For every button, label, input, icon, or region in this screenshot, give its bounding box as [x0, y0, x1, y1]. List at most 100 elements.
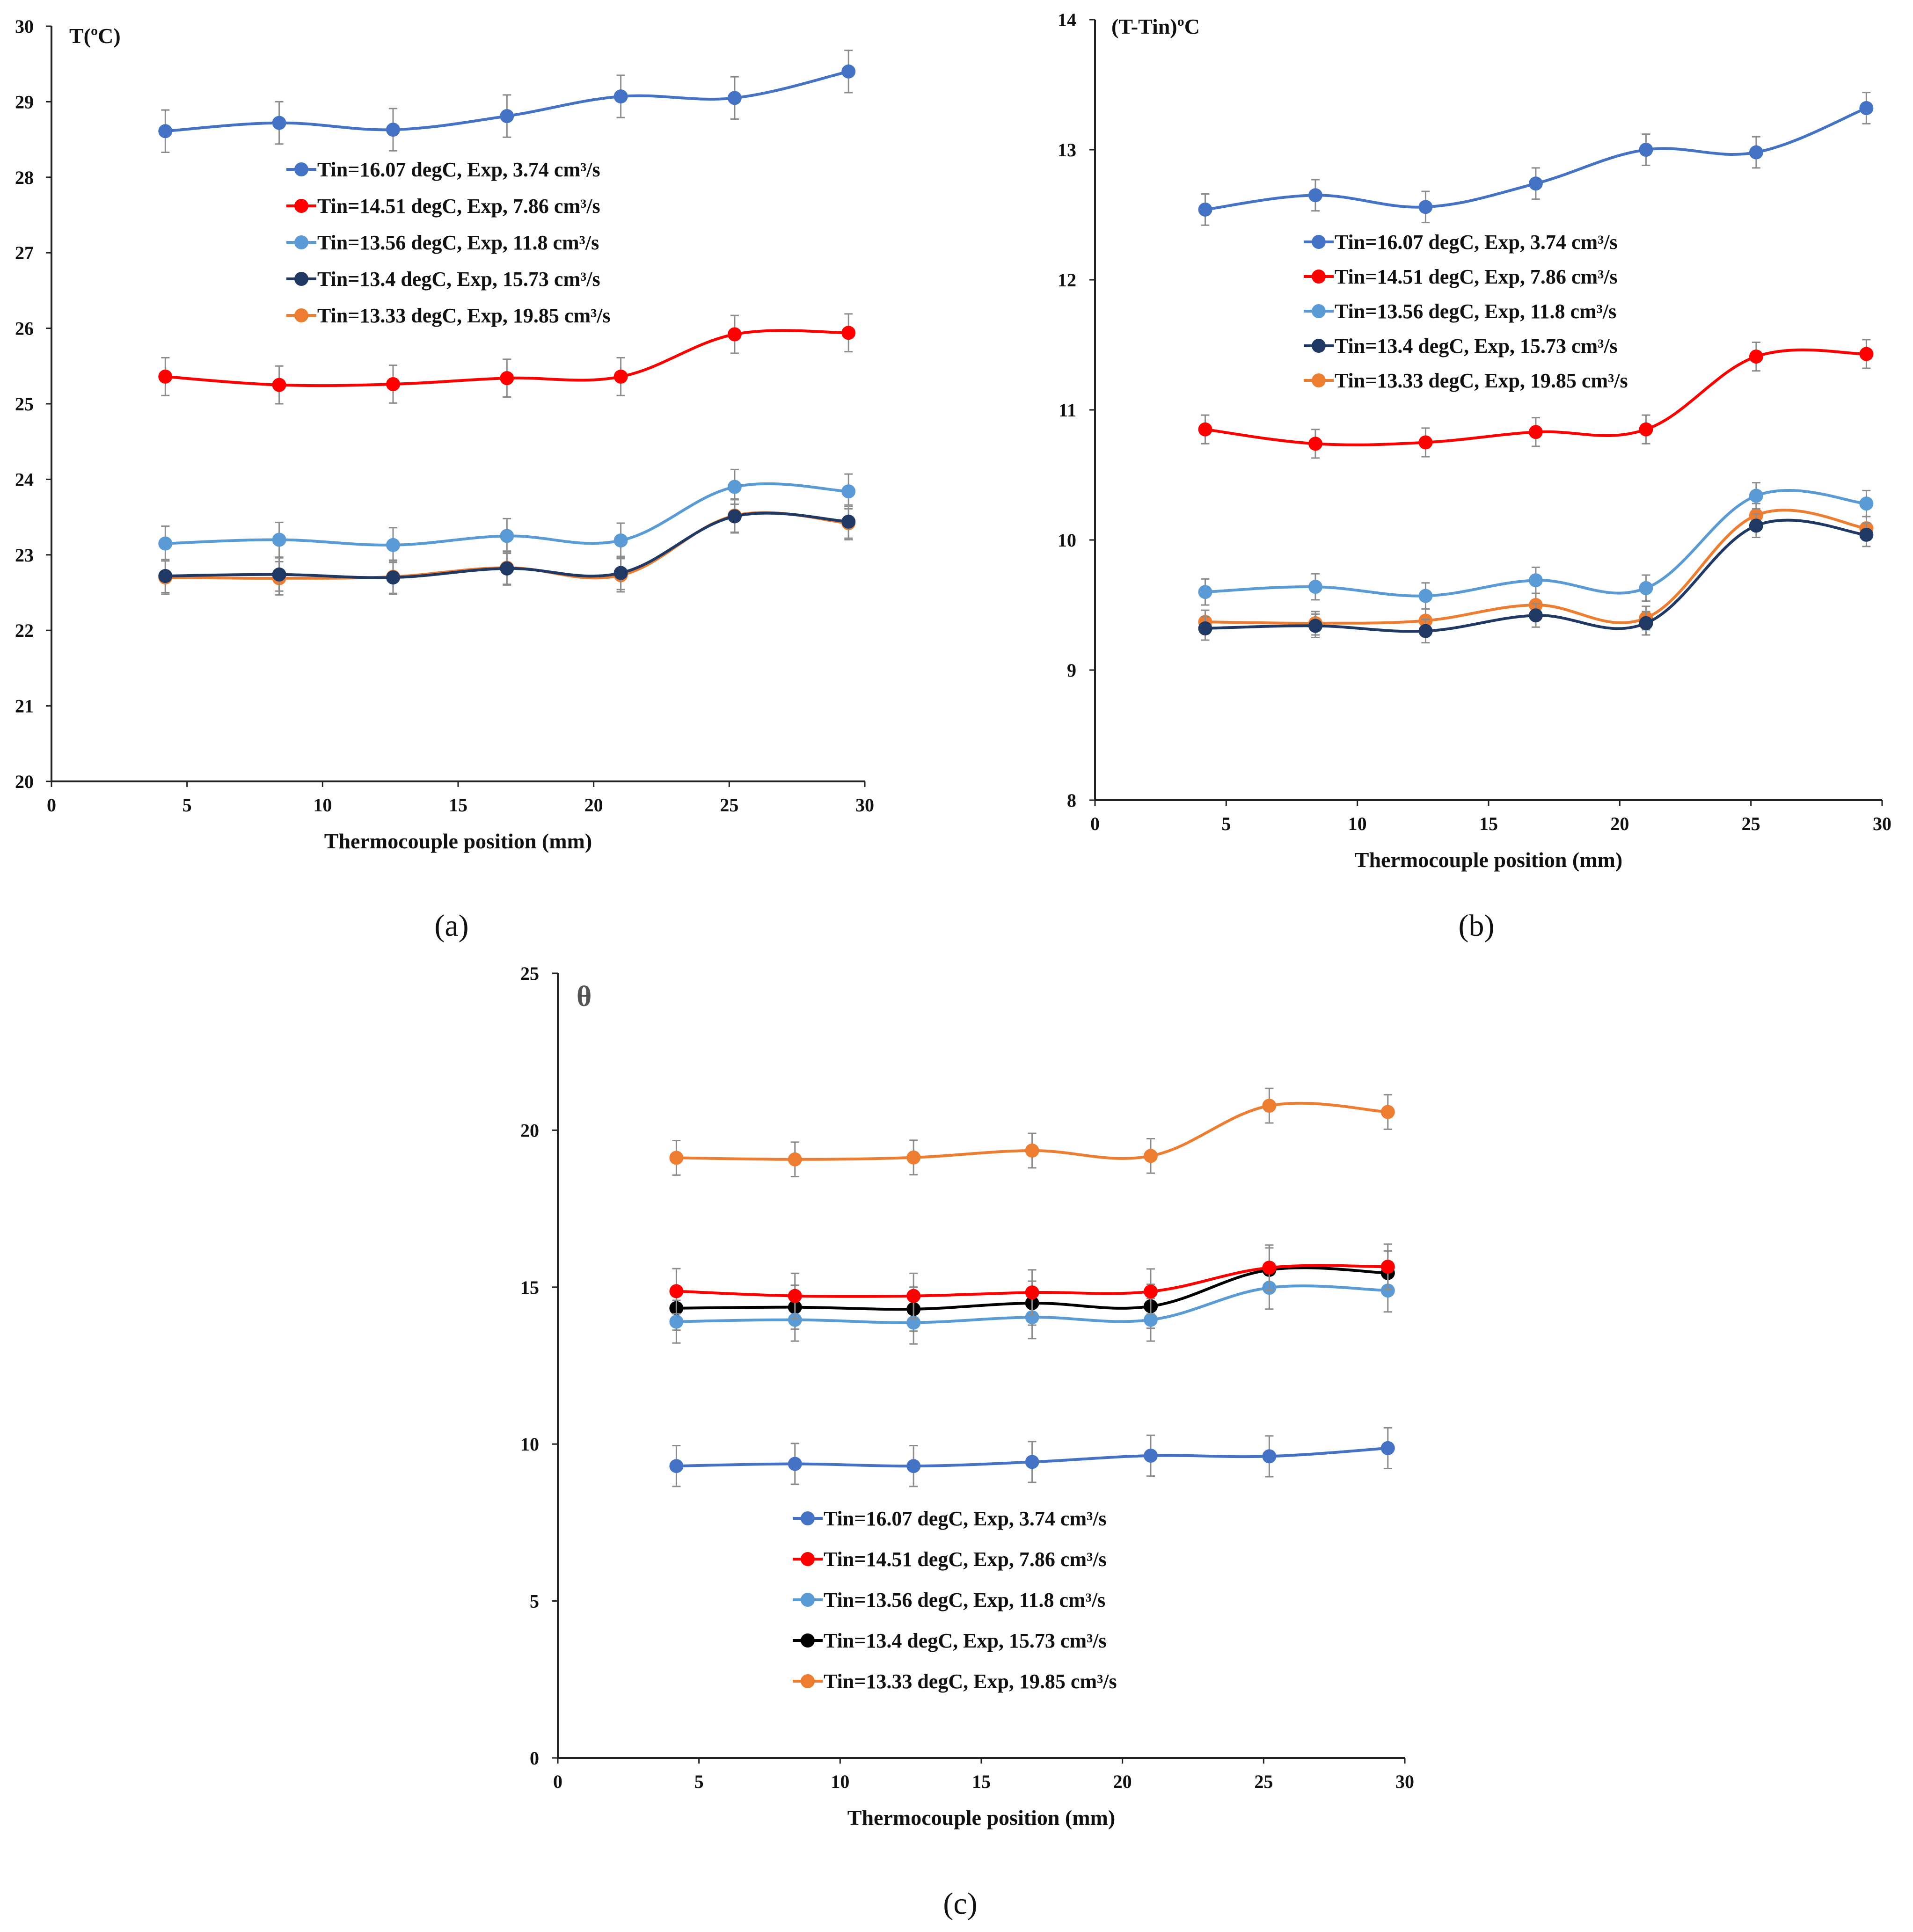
data-point [1262, 1261, 1277, 1275]
data-point [1418, 435, 1433, 450]
data-point [1749, 488, 1763, 503]
data-point [500, 371, 514, 386]
data-point [1144, 1284, 1158, 1299]
data-point [1859, 101, 1874, 115]
y-tick-label: 11 [1059, 400, 1076, 421]
legend-label: Tin=13.33 degC, Exp, 19.85 cm³/s [824, 1670, 1117, 1693]
x-tick-label: 10 [831, 1771, 849, 1792]
series-3 [1198, 482, 1874, 610]
x-tick-label: 0 [553, 1771, 562, 1792]
x-tick-label: 5 [1221, 813, 1231, 834]
x-tick-label: 10 [1348, 813, 1367, 834]
legend-swatch-marker [294, 235, 308, 249]
y-tick-label: 21 [15, 696, 34, 717]
legend-item: Tin=13.56 degC, Exp, 11.8 cm³/s [793, 1589, 1105, 1611]
legend-item: Tin=14.51 degC, Exp, 7.86 cm³/s [286, 195, 600, 218]
data-point [906, 1289, 921, 1303]
y-tick-label: 14 [1058, 9, 1076, 30]
legend-swatch-marker [294, 199, 308, 213]
panel-label: (a) [434, 909, 468, 943]
x-axis-label: Thermocouple position (mm) [324, 829, 592, 853]
data-point [1749, 145, 1763, 160]
y-tick-label: 0 [530, 1748, 539, 1769]
data-point [1380, 1260, 1395, 1274]
data-point [1639, 581, 1653, 595]
data-point [386, 377, 400, 391]
x-tick-label: 25 [1254, 1771, 1273, 1792]
y-tick-label: 20 [520, 1120, 539, 1141]
y-tick-label: 25 [15, 394, 34, 415]
data-point [613, 369, 628, 384]
y-tick-label: 26 [15, 318, 34, 339]
y-tick-label: 5 [530, 1591, 539, 1612]
legend-item: Tin=13.4 degC, Exp, 15.73 cm³/s [1304, 335, 1618, 357]
data-point [272, 116, 286, 130]
data-point [727, 480, 742, 494]
chart-panel-b: 8 9 10 11 12 13 14 0 5 10 15 20 25 30 (T-Tin)ºC Thermoc… [1058, 9, 1891, 943]
x-tick-label: 15 [972, 1771, 991, 1792]
y-tick-label: 25 [520, 963, 539, 984]
legend-item: Tin=14.51 degC, Exp, 7.86 cm³/s [793, 1548, 1107, 1571]
data-point [1198, 585, 1212, 599]
legend: Tin=16.07 degC, Exp, 3.74 cm³/s Tin=14.51… [1304, 231, 1628, 392]
data-point [613, 533, 628, 548]
x-tick-label: 30 [1395, 1771, 1414, 1792]
panel-label: (b) [1459, 909, 1495, 943]
data-point [1262, 1099, 1277, 1113]
x-tick-label: 25 [1742, 813, 1760, 834]
data-point [1025, 1310, 1039, 1325]
legend-item: Tin=16.07 degC, Exp, 3.74 cm³/s [286, 158, 600, 181]
legend-item: Tin=14.51 degC, Exp, 7.86 cm³/s [1304, 265, 1618, 288]
legend: Tin=16.07 degC, Exp, 3.74 cm³/s Tin=14.51… [286, 158, 611, 327]
data-point [1144, 1449, 1158, 1463]
data-point [841, 64, 856, 79]
x-axis-label: Thermocouple position (mm) [1355, 848, 1622, 872]
legend-label: Tin=16.07 degC, Exp, 3.74 cm³/s [317, 158, 600, 181]
data-point [272, 567, 286, 582]
y-tick-label: 24 [15, 469, 34, 490]
data-point [1380, 1441, 1395, 1455]
data-point [669, 1314, 684, 1329]
y-tick-label: 13 [1058, 139, 1076, 160]
data-point [788, 1289, 802, 1303]
data-point [788, 1152, 802, 1166]
data-point [841, 484, 856, 499]
data-point [1380, 1283, 1395, 1298]
data-point [727, 509, 742, 524]
legend-swatch-marker [1312, 235, 1326, 249]
legend-item: Tin=13.56 degC, Exp, 11.8 cm³/s [286, 231, 599, 254]
series-3 [158, 468, 856, 563]
panel-label: (c) [943, 1887, 977, 1921]
legend-item: Tin=13.4 degC, Exp, 15.73 cm³/s [793, 1629, 1107, 1652]
series-4 [1198, 513, 1874, 644]
x-tick-label: 10 [313, 795, 332, 816]
y-axis-label: T(ºC) [69, 24, 121, 48]
y-tick-label: 29 [15, 91, 34, 112]
series-1 [669, 1427, 1395, 1487]
legend-item: Tin=16.07 degC, Exp, 3.74 cm³/s [1304, 231, 1618, 254]
data-point [669, 1151, 684, 1165]
y-tick-label: 23 [15, 545, 34, 566]
y-tick-label: 10 [520, 1434, 539, 1455]
series-5 [669, 1087, 1395, 1178]
legend-swatch-marker [1312, 339, 1326, 353]
data-point [613, 89, 628, 104]
legend-label: Tin=13.4 degC, Exp, 15.73 cm³/s [1335, 335, 1618, 357]
x-tick-label: 0 [1090, 813, 1100, 834]
x-tick-label: 5 [183, 795, 192, 816]
data-point [1025, 1455, 1039, 1469]
legend-swatch-marker [1312, 373, 1326, 387]
legend-label: Tin=14.51 degC, Exp, 7.86 cm³/s [317, 195, 600, 218]
x-axis-label: Thermocouple position (mm) [847, 1806, 1115, 1830]
legend-label: Tin=16.07 degC, Exp, 3.74 cm³/s [824, 1507, 1107, 1530]
data-point [1859, 527, 1874, 542]
x-tick-label: 30 [1873, 813, 1891, 834]
y-tick-label: 20 [15, 771, 34, 792]
legend-label: Tin=14.51 degC, Exp, 7.86 cm³/s [1335, 265, 1618, 288]
legend-swatch-marker [1312, 304, 1326, 318]
y-tick-label: 22 [15, 620, 34, 641]
legend-swatch-marker [801, 1552, 815, 1566]
legend-label: Tin=13.33 degC, Exp, 19.85 cm³/s [317, 304, 611, 327]
data-point [272, 532, 286, 547]
